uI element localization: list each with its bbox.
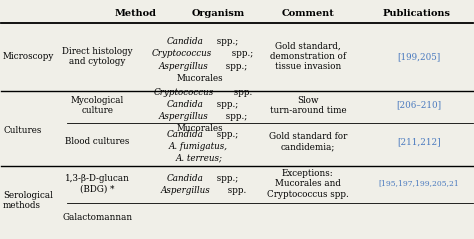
Text: Blood cultures: Blood cultures — [65, 137, 130, 146]
Text: Gold standard,
demonstration of
tissue invasion: Gold standard, demonstration of tissue i… — [270, 42, 346, 71]
Text: Microscopy: Microscopy — [3, 52, 55, 61]
Text: Aspergillus: Aspergillus — [159, 112, 209, 121]
Text: A. terreus;: A. terreus; — [176, 153, 223, 163]
Text: spp.;: spp.; — [229, 49, 254, 58]
Text: spp.;: spp.; — [214, 174, 238, 183]
Text: Comment: Comment — [282, 9, 334, 18]
Text: Mycological
culture: Mycological culture — [71, 96, 124, 115]
Text: [195,197,199,205,21: [195,197,199,205,21 — [379, 180, 459, 188]
Text: spp.;: spp.; — [214, 37, 238, 46]
Text: A. fumigatus,: A. fumigatus, — [168, 142, 228, 151]
Text: Candida: Candida — [167, 130, 204, 139]
Text: spp.;: spp.; — [214, 100, 238, 109]
Text: Cryptococcus: Cryptococcus — [152, 49, 212, 58]
Text: Candida: Candida — [167, 100, 204, 109]
Text: Direct histology
and cytology: Direct histology and cytology — [62, 47, 133, 66]
Text: spp.;: spp.; — [223, 112, 247, 121]
Text: Publications: Publications — [383, 9, 451, 18]
Text: Candida: Candida — [167, 37, 204, 46]
Text: Slow
turn-around time: Slow turn-around time — [270, 96, 346, 115]
Text: Aspergillus: Aspergillus — [159, 62, 209, 71]
Text: [199,205]: [199,205] — [397, 52, 440, 61]
Text: [211,212]: [211,212] — [397, 137, 441, 146]
Text: 1,3-β-D-glucan
(BDG) *: 1,3-β-D-glucan (BDG) * — [65, 174, 130, 193]
Text: Method: Method — [114, 9, 156, 18]
Text: Candida: Candida — [167, 174, 204, 183]
Text: Cryptococcus: Cryptococcus — [154, 88, 214, 97]
Text: Serological
methods: Serological methods — [3, 190, 53, 210]
Text: Mucorales: Mucorales — [176, 124, 223, 133]
Text: spp.;: spp.; — [214, 130, 238, 139]
Text: Galactomannan: Galactomannan — [63, 213, 133, 222]
Text: Gold standard for
candidemia;: Gold standard for candidemia; — [269, 132, 347, 151]
Text: spp.;: spp.; — [223, 62, 247, 71]
Text: spp.: spp. — [225, 186, 246, 195]
Text: spp.: spp. — [231, 88, 253, 97]
Text: Exceptions:
Mucorales and
Cryptococcus spp.: Exceptions: Mucorales and Cryptococcus s… — [267, 169, 349, 199]
Text: Cultures: Cultures — [3, 126, 41, 135]
Text: Mucorales: Mucorales — [176, 74, 223, 83]
Text: Aspergillus: Aspergillus — [161, 186, 210, 195]
Text: Organism: Organism — [191, 9, 245, 18]
Text: [206–210]: [206–210] — [396, 101, 441, 110]
